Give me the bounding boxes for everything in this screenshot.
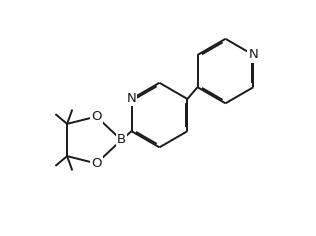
Text: O: O	[91, 110, 102, 123]
Text: B: B	[117, 134, 126, 147]
Text: O: O	[91, 157, 102, 170]
Text: N: N	[127, 93, 137, 105]
Text: N: N	[248, 48, 258, 61]
